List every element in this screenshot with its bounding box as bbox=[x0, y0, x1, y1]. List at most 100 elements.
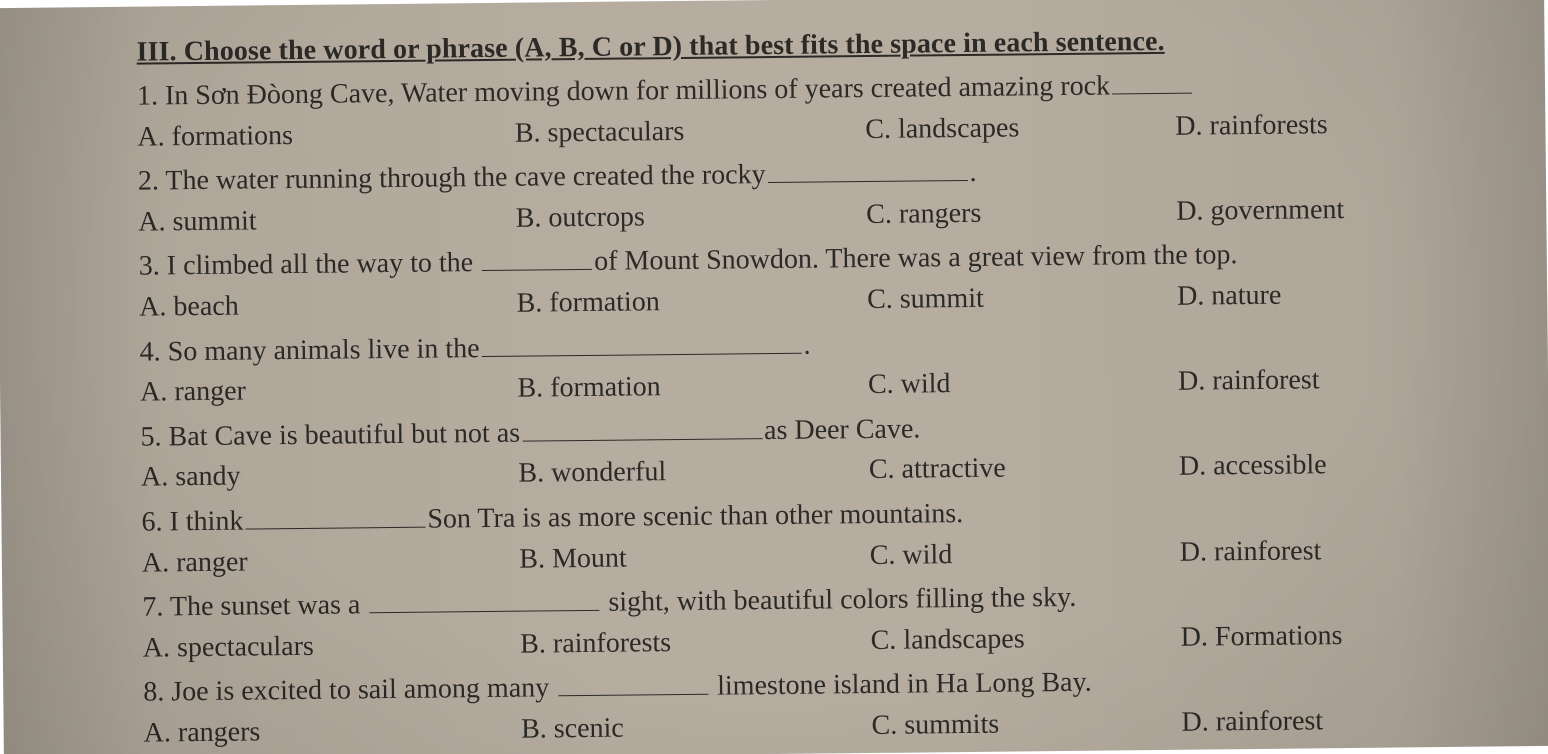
option-text: outcrops bbox=[548, 201, 645, 233]
option-letter: A. bbox=[137, 121, 172, 152]
option-letter: B. bbox=[518, 458, 551, 489]
option-letter: B. bbox=[521, 713, 554, 744]
option-letter: C. bbox=[869, 454, 902, 485]
question-pre-text: Bat Cave is beautiful but not as bbox=[168, 417, 520, 452]
option-text: Formations bbox=[1215, 620, 1343, 652]
question-number: 1 bbox=[137, 81, 151, 112]
option-letter: D. bbox=[1181, 706, 1216, 737]
option-text: accessible bbox=[1213, 450, 1327, 482]
option-text: rangers bbox=[178, 716, 261, 748]
option-letter: C. bbox=[871, 710, 904, 741]
option-text: ranger bbox=[174, 376, 246, 408]
option-letter: B. bbox=[516, 202, 549, 233]
option-letter: A. bbox=[144, 717, 179, 748]
option-c[interactable]: C. summits bbox=[871, 703, 1181, 747]
option-letter: A. bbox=[141, 462, 176, 493]
option-a[interactable]: A. beach bbox=[139, 284, 517, 329]
question-number: 8 bbox=[143, 677, 157, 708]
question-number: 5 bbox=[140, 421, 154, 452]
question-post-text: Son Tra is as more scenic than other mou… bbox=[427, 498, 963, 535]
option-letter: B. bbox=[515, 117, 548, 148]
question: 8. Joe is excited to sail among many lim… bbox=[143, 659, 1492, 754]
question-pre-text: The water running through the cave creat… bbox=[165, 159, 765, 196]
option-c[interactable]: C. wild bbox=[870, 532, 1180, 576]
option-letter: D. bbox=[1179, 451, 1214, 482]
option-text: rangers bbox=[899, 198, 982, 230]
option-letter: B. bbox=[519, 543, 552, 574]
option-c[interactable]: C. attractive bbox=[869, 447, 1179, 491]
option-b[interactable]: B. wonderful bbox=[518, 450, 869, 494]
option-text: ranger bbox=[176, 546, 248, 578]
option-a[interactable]: A. ranger bbox=[140, 369, 518, 414]
question-pre-text: So many animals live in the bbox=[168, 333, 480, 367]
option-text: scenic bbox=[554, 712, 624, 744]
question: 2. The water running through the cave cr… bbox=[138, 148, 1487, 243]
option-a[interactable]: A. formations bbox=[137, 113, 515, 158]
question-post-text: . bbox=[969, 157, 976, 188]
option-text: rainforest bbox=[1214, 535, 1322, 567]
questions-container: 1. In Sơn Đòong Cave, Water moving down … bbox=[137, 63, 1492, 754]
option-d[interactable]: D. rainforest bbox=[1181, 699, 1491, 743]
question: 5. Bat Cave is beautiful but not asas De… bbox=[140, 403, 1489, 498]
question-pre-text: Joe is excited to sail among many bbox=[171, 673, 556, 708]
option-d[interactable]: D. rainforest bbox=[1180, 529, 1490, 573]
option-a[interactable]: A. rangers bbox=[143, 710, 521, 754]
option-b[interactable]: B. scenic bbox=[521, 706, 872, 750]
question-post-text: of Mount Snowdon. There was a great view… bbox=[594, 240, 1238, 278]
fill-blank bbox=[245, 503, 425, 530]
option-text: rainforest bbox=[1212, 364, 1320, 396]
option-text: landscapes bbox=[898, 112, 1020, 144]
option-c[interactable]: C. landscapes bbox=[865, 106, 1175, 150]
option-text: formation bbox=[550, 371, 661, 403]
option-a[interactable]: A. ranger bbox=[142, 539, 520, 584]
option-text: formation bbox=[549, 286, 660, 318]
option-text: spectaculars bbox=[547, 116, 684, 148]
option-d[interactable]: D. government bbox=[1176, 188, 1486, 232]
option-b[interactable]: B. formation bbox=[516, 280, 867, 324]
option-a[interactable]: A. summit bbox=[138, 198, 516, 243]
option-letter: C. bbox=[868, 369, 901, 400]
option-b[interactable]: B. Mount bbox=[519, 536, 870, 580]
option-letter: C. bbox=[865, 113, 898, 144]
worksheet-page: III. Choose the word or phrase (A, B, C … bbox=[0, 0, 1548, 754]
option-text: wild bbox=[902, 539, 952, 571]
question-number: 7 bbox=[142, 592, 156, 623]
question: 7. The sunset was a sight, with beautifu… bbox=[142, 574, 1491, 669]
question: 3. I climbed all the way to the of Mount… bbox=[139, 233, 1488, 328]
option-b[interactable]: B. rainforests bbox=[520, 621, 871, 665]
option-a[interactable]: A. sandy bbox=[141, 454, 519, 499]
option-d[interactable]: D. Formations bbox=[1180, 614, 1490, 658]
option-b[interactable]: B. outcrops bbox=[516, 195, 867, 239]
option-d[interactable]: D. rainforest bbox=[1178, 359, 1488, 403]
option-text: attractive bbox=[901, 453, 1005, 485]
option-letter: D. bbox=[1175, 110, 1210, 141]
option-letter: B. bbox=[516, 287, 549, 318]
option-letter: D. bbox=[1177, 280, 1212, 311]
option-text: nature bbox=[1211, 280, 1281, 312]
option-b[interactable]: B. spectaculars bbox=[515, 110, 866, 154]
option-text: sandy bbox=[175, 461, 241, 493]
option-b[interactable]: B. formation bbox=[517, 365, 868, 409]
question-post-text: . bbox=[803, 329, 810, 360]
option-c[interactable]: C. rangers bbox=[866, 192, 1176, 236]
option-c[interactable]: C. wild bbox=[868, 362, 1178, 406]
option-d[interactable]: D. rainforests bbox=[1175, 103, 1485, 147]
question: 4. So many animals live in the.A. ranger… bbox=[139, 318, 1488, 413]
option-d[interactable]: D. accessible bbox=[1179, 444, 1489, 488]
question-number: 2 bbox=[138, 166, 152, 197]
option-c[interactable]: C. summit bbox=[867, 277, 1177, 321]
option-a[interactable]: A. spectaculars bbox=[143, 624, 521, 669]
option-text: summit bbox=[172, 205, 256, 237]
option-text: rainforest bbox=[1216, 705, 1324, 737]
option-letter: C. bbox=[867, 284, 900, 315]
option-d[interactable]: D. nature bbox=[1177, 273, 1487, 317]
option-letter: C. bbox=[870, 539, 903, 570]
question-number: 3 bbox=[139, 251, 153, 282]
option-text: beach bbox=[173, 291, 239, 323]
question-pre-text: I climbed all the way to the bbox=[167, 247, 481, 281]
fill-blank bbox=[522, 414, 762, 441]
option-text: summit bbox=[900, 283, 984, 315]
question: 6. I thinkSon Tra is as more scenic than… bbox=[141, 488, 1490, 583]
option-letter: B. bbox=[520, 628, 553, 659]
option-c[interactable]: C. landscapes bbox=[870, 617, 1180, 661]
